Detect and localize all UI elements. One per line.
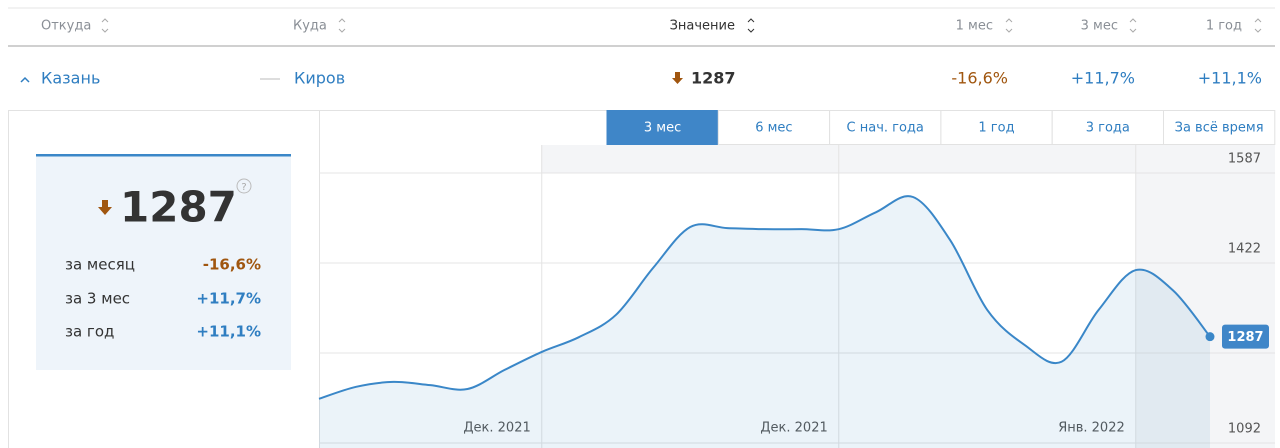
down-arrow [672, 72, 683, 84]
sort-icon[interactable] [1254, 18, 1262, 33]
header-3m[interactable]: 3 мес [1081, 19, 1118, 34]
row-1m: -16,6% [951, 69, 1008, 88]
row-3m: +11,7% [1071, 69, 1135, 88]
stat-label: за месяц [65, 256, 135, 274]
panel-value: 1287 [120, 183, 237, 232]
area [319, 196, 1210, 448]
header-to[interactable]: Куда [293, 19, 327, 34]
down-arrow [98, 200, 112, 215]
tab-label[interactable]: За всё время [1175, 121, 1264, 136]
stat-value: +11,7% [196, 290, 261, 308]
tab[interactable] [606, 110, 719, 145]
sort-icon[interactable] [101, 18, 109, 33]
row-to[interactable]: Киров [294, 69, 345, 88]
point [1205, 332, 1215, 342]
y-tick-label: 1587 [1228, 152, 1261, 167]
panel-accent [36, 154, 291, 157]
sort-icon[interactable] [1005, 18, 1013, 33]
stat-value: -16,6% [203, 256, 261, 274]
y-tick-label: 1422 [1228, 242, 1261, 257]
row-value: 1287 [691, 69, 736, 88]
plot-band [541, 145, 1275, 173]
header-1y[interactable]: 1 год [1206, 19, 1242, 34]
row-from[interactable]: Казань [41, 69, 100, 88]
tab[interactable] [829, 110, 942, 145]
x-tick-label: Дек. 2021 [760, 421, 827, 436]
x-tick-label: Дек. 2021 [463, 421, 530, 436]
y-tick-label: 1092 [1228, 422, 1261, 437]
tab-label[interactable]: 1 год [978, 121, 1014, 136]
tab-label[interactable]: 6 мес [755, 121, 792, 136]
row-1y: +11,1% [1198, 69, 1262, 88]
tab[interactable] [1163, 110, 1276, 145]
header-value[interactable]: Значение [670, 19, 735, 34]
collapse-icon[interactable] [20, 76, 30, 83]
chart: 3 мес 6 мес С нач. года 1 год 3 года За всё в… [318, 110, 1276, 448]
stat-label: за год [65, 323, 114, 341]
sort-icon[interactable] [338, 18, 346, 33]
x-tick-label: Янв. 2022 [1058, 421, 1125, 436]
sort-icon[interactable] [747, 18, 755, 33]
tab[interactable] [940, 110, 1053, 145]
line [318, 195, 1211, 400]
tab[interactable] [717, 110, 831, 145]
header-from[interactable]: Откуда [41, 19, 91, 34]
stat-value: +11,1% [196, 323, 261, 341]
value-label: 1287 [1227, 330, 1263, 345]
value-badge [1222, 324, 1269, 349]
stat-label: за 3 мес [65, 290, 130, 308]
tab-label[interactable]: 3 мес [644, 121, 681, 136]
help-icon[interactable] [236, 178, 252, 194]
tab-label[interactable]: С нач. года [847, 121, 924, 136]
sort-icon[interactable] [1129, 18, 1137, 33]
header-1m[interactable]: 1 мес [956, 19, 993, 34]
tab-label[interactable]: 3 года [1086, 121, 1130, 136]
plot-band [1135, 173, 1275, 448]
help-text[interactable]: ? [241, 182, 246, 193]
